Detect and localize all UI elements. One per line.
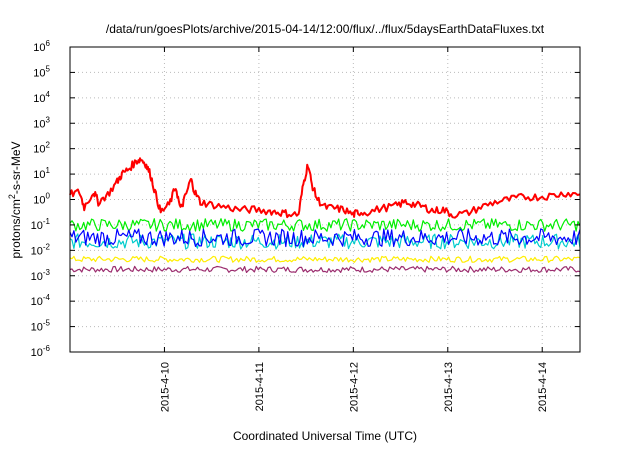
series-line — [69, 228, 581, 248]
y-tick-label: 10-4 — [31, 293, 51, 308]
x-tick-label: 2015-4-13 — [443, 362, 455, 412]
y-tick-label: 10-3 — [31, 268, 51, 283]
x-tick-label: 2015-4-10 — [159, 362, 171, 412]
series-group — [69, 157, 581, 273]
y-tick-label: 103 — [33, 115, 50, 130]
y-tick-label: 106 — [33, 39, 50, 54]
y-tick-label: 101 — [33, 166, 50, 181]
y-tick-label: 105 — [33, 64, 50, 79]
series-line — [69, 255, 581, 263]
y-tick-label: 100 — [33, 192, 50, 207]
y-axis-label-sup: 2 — [7, 194, 17, 199]
y-axis-label: protons/cm2-s-sr-MeV — [7, 141, 23, 258]
y-axis: 10-6 10-5 10-4 10-3 10-2 10-1 100 101 102 103 104 1… — [31, 39, 580, 359]
x-axis: 2015-4-10 2015-4-11 2015-4-12 2015-4-13 2015… — [159, 47, 549, 412]
y-tick-label: 10-1 — [31, 217, 51, 232]
y-tick-label: 10-5 — [31, 319, 51, 334]
y-tick-label: 10-2 — [31, 242, 51, 257]
x-tick-label: 2015-4-14 — [537, 362, 549, 412]
y-tick-label: 102 — [33, 141, 50, 156]
y-tick-label: 10-6 — [31, 344, 51, 359]
series-line — [69, 265, 581, 273]
series-line — [69, 218, 581, 232]
grid — [70, 47, 580, 352]
x-tick-label: 2015-4-12 — [348, 362, 360, 412]
series-line — [69, 157, 581, 219]
chart-title: /data/run/goesPlots/archive/2015-04-14/1… — [106, 22, 545, 36]
y-axis-label-rest: -s-sr-MeV — [9, 141, 23, 194]
y-axis-label-base: protons/cm — [9, 199, 23, 258]
x-tick-label: 2015-4-11 — [254, 362, 266, 411]
x-axis-label: Coordinated Universal Time (UTC) — [233, 429, 417, 443]
y-tick-label: 104 — [33, 90, 50, 105]
